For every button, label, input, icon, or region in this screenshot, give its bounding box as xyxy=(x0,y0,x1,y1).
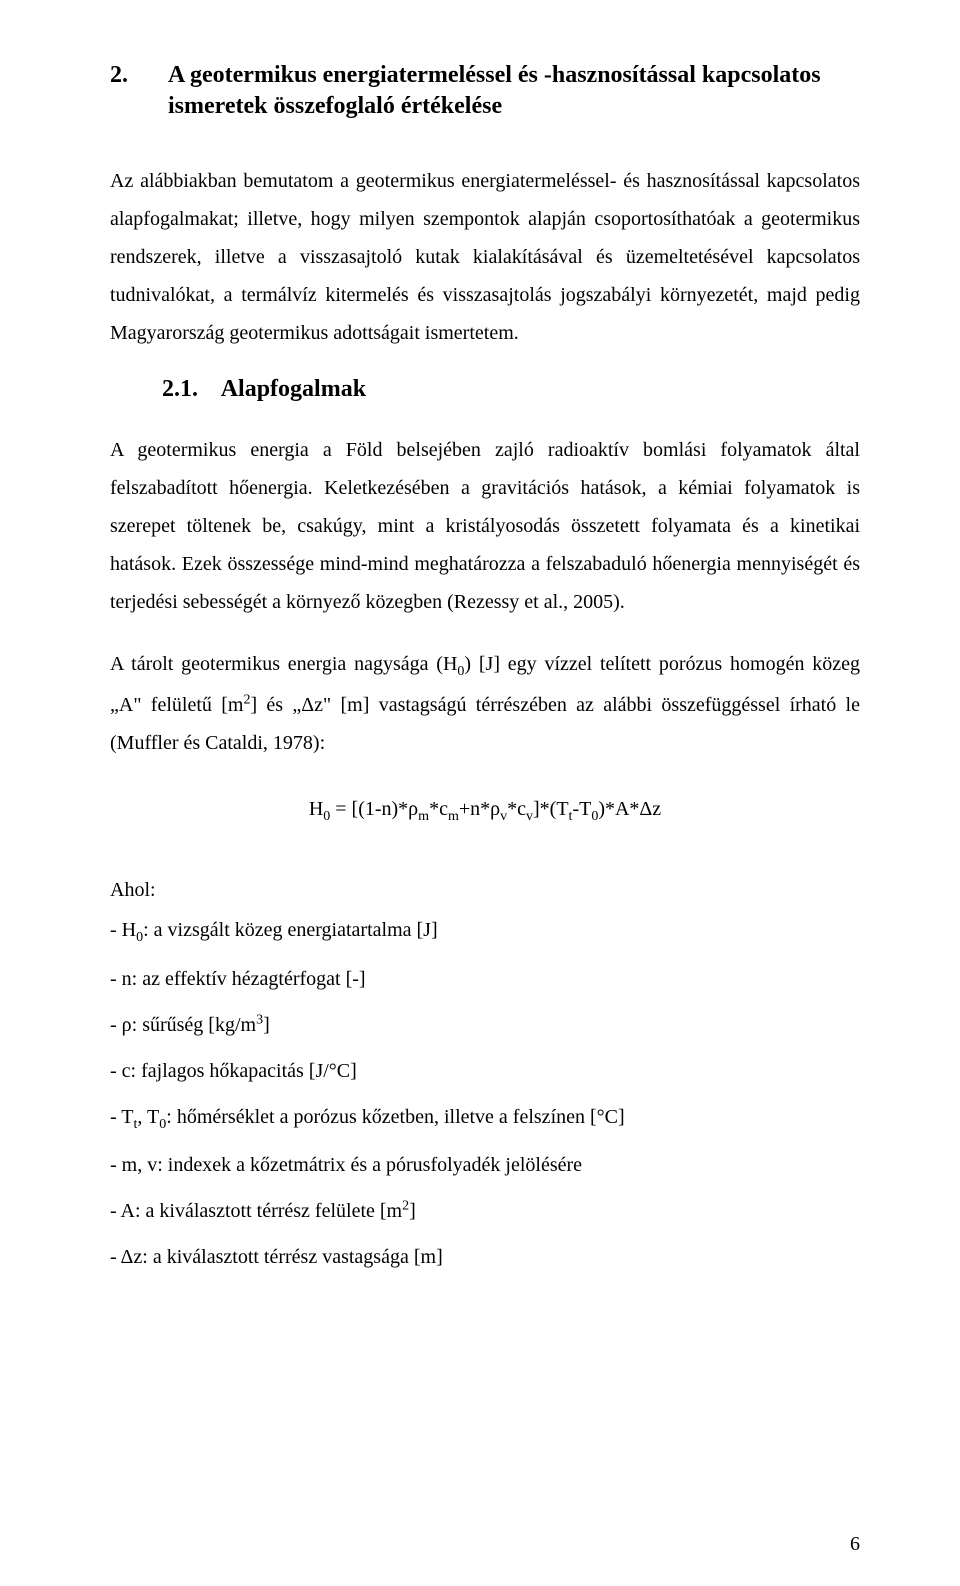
eq-v2: v xyxy=(526,809,533,824)
def-a: - A: a kiválasztott térrész felülete [m2… xyxy=(110,1192,860,1230)
d3-post: ] xyxy=(263,1014,270,1036)
section-heading: 2. A geotermikus energiatermeléssel és -… xyxy=(110,60,860,122)
d7-post: ] xyxy=(409,1200,416,1222)
subsection-number: 2.1. xyxy=(162,376,216,403)
where-label: Ahol: xyxy=(110,871,860,909)
def-t: - Tt, T0: hőmérséklet a porózus kőzetben… xyxy=(110,1098,860,1139)
page-number: 6 xyxy=(850,1533,860,1556)
def-c: - c: fajlagos hőkapacitás [J/°C] xyxy=(110,1052,860,1090)
definitions-list: - H0: a vizsgált közeg energiatartalma [… xyxy=(110,911,860,1276)
section-number: 2. xyxy=(110,60,162,91)
def-dz: - Δz: a kiválasztott térrész vastagsága … xyxy=(110,1238,860,1276)
eq-p5: ]*(T xyxy=(533,798,569,820)
eq-p6: -T xyxy=(572,798,591,820)
eq-lhs: H xyxy=(309,798,323,820)
d5-post: : hőmérséklet a porózus kőzetben, illetv… xyxy=(166,1106,624,1128)
body-paragraph-2: A tárolt geotermikus energia nagysága (H… xyxy=(110,645,860,762)
def-mv: - m, v: indexek a kőzetmátrix és a pórus… xyxy=(110,1146,860,1184)
d1-post: : a vizsgált közeg energiatartalma [J] xyxy=(143,919,438,941)
subsection-title-text: Alapfogalmak xyxy=(221,376,366,402)
eq-p1: = [(1-n)*ρ xyxy=(330,798,418,820)
bp2-pre: A tárolt geotermikus energia nagysága (H xyxy=(110,653,457,675)
d7-pre: - A: a kiválasztott térrész felülete [m xyxy=(110,1200,402,1222)
def-h0: - H0: a vizsgált közeg energiatartalma [… xyxy=(110,911,860,952)
d5-mid: , T xyxy=(137,1106,159,1128)
def-rho: - ρ: sűrűség [kg/m3] xyxy=(110,1006,860,1044)
d3-pre: - ρ: sűrűség [kg/m xyxy=(110,1014,256,1036)
def-n: - n: az effektív hézagtérfogat [-] xyxy=(110,960,860,998)
d5-pre: - T xyxy=(110,1106,134,1128)
eq-p3: +n*ρ xyxy=(459,798,500,820)
eq-p4: *c xyxy=(507,798,526,820)
eq-m1: m xyxy=(418,809,429,824)
subsection-heading: 2.1. Alapfogalmak xyxy=(162,376,860,403)
intro-paragraph: Az alábbiakban bemutatom a geotermikus e… xyxy=(110,162,860,352)
eq-p7: )*A*Δz xyxy=(598,798,661,820)
eq-p2: *c xyxy=(429,798,448,820)
equation: H0 = [(1-n)*ρm*cm+n*ρv*cv]*(Tt-T0)*A*Δz xyxy=(110,798,860,825)
page: 2. A geotermikus energiatermeléssel és -… xyxy=(0,0,960,1586)
eq-m2: m xyxy=(448,809,459,824)
d1-pre: - H xyxy=(110,919,136,941)
section-title-text: A geotermikus energiatermeléssel és -has… xyxy=(168,60,858,122)
body-paragraph-1: A geotermikus energia a Föld belsejében … xyxy=(110,431,860,621)
